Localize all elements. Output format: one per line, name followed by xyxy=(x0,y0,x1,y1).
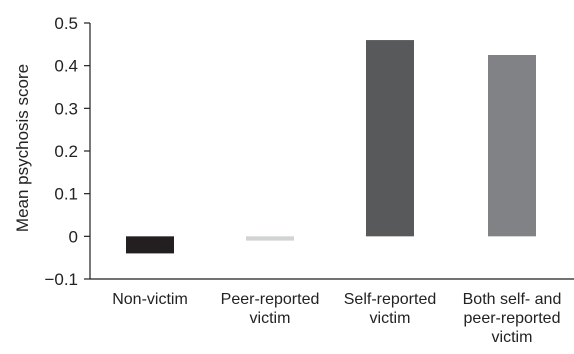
bar xyxy=(488,55,536,237)
x-category-label-line: Non-victim xyxy=(112,291,188,308)
y-tick-label: 0.5 xyxy=(54,14,78,33)
x-category-label-line: peer-reported xyxy=(464,310,561,327)
x-category-label-line: Peer-reported xyxy=(221,291,320,308)
bars xyxy=(126,40,536,254)
x-category-label-line: victim xyxy=(250,310,291,327)
y-axis-title: Mean psychosis score xyxy=(13,64,32,232)
x-category-label-line: Self-reported xyxy=(344,291,437,308)
y-tick-label: 0.1 xyxy=(54,185,78,204)
x-category-label: Non-victim xyxy=(112,291,188,308)
x-category-label-line: Both self- and xyxy=(463,291,562,308)
bar xyxy=(246,236,294,241)
x-category-label-line: victim xyxy=(370,310,411,327)
y-tick-label: 0.2 xyxy=(54,142,78,161)
bar xyxy=(366,40,414,237)
x-category-label: Peer-reported victim xyxy=(221,291,320,327)
x-category-label: Both self- and peer-reported victim xyxy=(463,291,562,346)
x-category-label: Self-reported victim xyxy=(344,291,437,327)
x-category-label-line: victim xyxy=(492,329,533,346)
y-ticks: 0.5 0.4 0.3 0.2 0.1 0 −0.1 xyxy=(44,14,90,289)
y-tick-label: 0.4 xyxy=(54,57,78,76)
y-tick-label: 0 xyxy=(69,227,78,246)
y-tick-label: 0.3 xyxy=(54,99,78,118)
x-categories: Non-victim Peer-reported victimSelf-report… xyxy=(112,291,561,346)
bar xyxy=(126,236,174,254)
y-tick-label: −0.1 xyxy=(44,270,78,289)
